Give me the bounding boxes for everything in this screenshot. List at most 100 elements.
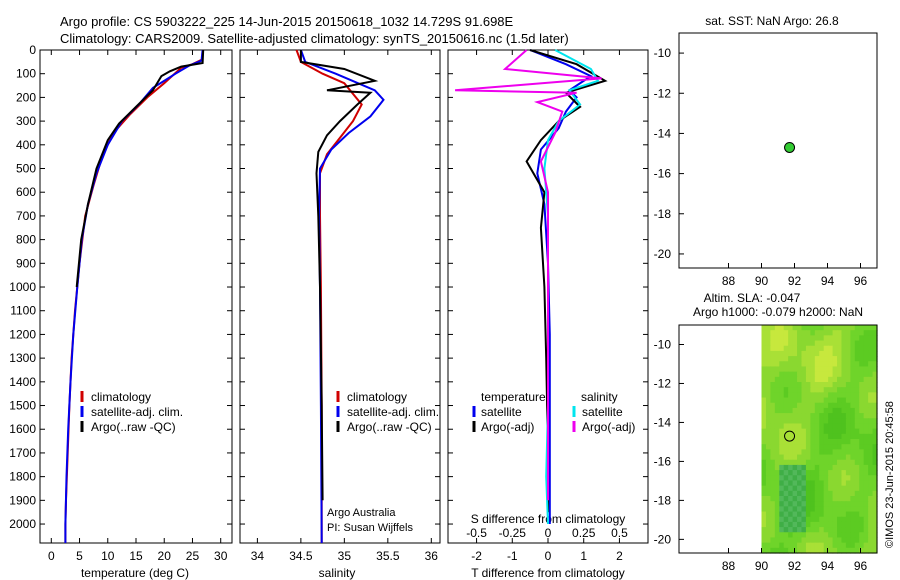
sla-heatmap-cell: [779, 433, 785, 440]
sla-heatmap-cell: [810, 397, 816, 404]
sla-heatmap-cell: [792, 387, 798, 393]
sla-heatmap-cell: [823, 325, 829, 331]
sla-heatmap-cell: [832, 454, 838, 461]
sla-heatmap-cell: [814, 470, 820, 476]
sla-heatmap-cell: [810, 330, 816, 336]
sla-heatmap-cell: [805, 433, 811, 440]
sla-heatmap-cell: [819, 350, 825, 357]
sla-heatmap-cell: [774, 407, 780, 414]
sla-heatmap-cell: [792, 402, 798, 409]
sla-heatmap-cell: [761, 418, 767, 425]
sla-heatmap-cell: [797, 371, 803, 378]
sla-heatmap-cell: [770, 361, 776, 368]
sla-heatmap-cell: [850, 376, 856, 383]
sla-heatmap-cell: [801, 506, 807, 513]
sal-legend-label: climatology: [347, 390, 407, 404]
sla-heatmap-cell: [850, 387, 856, 393]
sla-heatmap-cell: [850, 361, 856, 368]
sla-heatmap-cell: [868, 449, 874, 456]
sla-heatmap-cell: [801, 423, 807, 430]
title-line1: Argo profile: CS 5903222_225 14-Jun-2015…: [60, 14, 514, 29]
sla-heatmap-cell: [774, 376, 780, 383]
sla-heatmap-cell: [788, 454, 794, 461]
sla-heatmap-cell: [788, 366, 794, 373]
sla-heatmap-cell: [779, 387, 785, 393]
sla-heatmap-cell: [788, 423, 794, 430]
sst-ytick-label: -10: [654, 46, 672, 60]
sla-heatmap-cell: [810, 511, 816, 518]
sla-heatmap-cell: [761, 480, 767, 487]
sla-heatmap-cell: [779, 366, 785, 373]
sla-heatmap-cell: [761, 433, 767, 440]
sla-heatmap-cell: [859, 490, 865, 497]
sla-heatmap-cell: [850, 521, 856, 528]
sla-heatmap-cell: [868, 480, 874, 487]
sla-heatmap-cell: [814, 475, 820, 482]
sla-heatmap-cell: [872, 376, 878, 383]
sla-heatmap-cell: [761, 542, 767, 549]
sla-heatmap-cell: [792, 397, 798, 404]
sla-heatmap-cell: [761, 387, 767, 393]
sla-heatmap-cell: [841, 490, 847, 497]
sla-heatmap-cell: [845, 407, 851, 414]
sla-heatmap-cell: [850, 511, 856, 518]
sla-heatmap-cell: [872, 537, 878, 544]
sla-heatmap-cell: [832, 532, 838, 539]
sla-heatmap-cell: [783, 511, 789, 518]
diff-xtick-label-top: 0: [545, 526, 552, 540]
sla-heatmap-cell: [770, 496, 776, 502]
sla-heatmap-cell: [837, 387, 843, 393]
sla-heatmap-cell: [845, 475, 851, 482]
sla-heatmap-cell: [797, 428, 803, 435]
sla-heatmap-cell: [783, 433, 789, 440]
depth-tick-label: 0: [29, 43, 36, 57]
sla-heatmap-cell: [863, 506, 869, 513]
sla-heatmap-cell: [819, 392, 825, 399]
sla-heatmap-cell: [859, 433, 865, 440]
sla-heatmap-cell: [854, 480, 860, 487]
sla-heatmap-cell: [863, 392, 869, 399]
sla-heatmap-cell: [783, 345, 789, 352]
sla-heatmap-cell: [828, 527, 834, 533]
sla-heatmap-cell: [797, 454, 803, 461]
sla-heatmap-cell: [788, 470, 794, 476]
sla-heatmap-cell: [779, 423, 785, 430]
sla-ytick-label: -12: [654, 376, 672, 390]
sla-heatmap-cell: [779, 475, 785, 482]
sla-heatmap-cell: [819, 475, 825, 482]
sla-heatmap-cell: [761, 376, 767, 383]
sla-heatmap-cell: [797, 547, 803, 554]
sla-heatmap-cell: [814, 382, 820, 388]
sla-heatmap-cell: [792, 407, 798, 414]
sla-heatmap-cell: [805, 470, 811, 476]
sla-heatmap-cell: [819, 521, 825, 528]
sla-heatmap-cell: [845, 428, 851, 435]
diff-xtick-label-top: 0.25: [572, 526, 596, 540]
sla-heatmap-cell: [863, 516, 869, 523]
sla-heatmap-cell: [863, 397, 869, 404]
sla-heatmap-cell: [832, 366, 838, 373]
sla-heatmap-cell: [859, 449, 865, 456]
sla-heatmap-cell: [837, 485, 843, 492]
sla-heatmap-cell: [805, 402, 811, 409]
sla-heatmap-cell: [872, 470, 878, 476]
sla-heatmap-cell: [850, 454, 856, 461]
sla-heatmap-cell: [863, 496, 869, 502]
sla-heatmap-cell: [828, 397, 834, 404]
depth-tick-label: 500: [16, 162, 36, 176]
sla-heatmap-cell: [863, 335, 869, 342]
sla-heatmap-cell: [868, 392, 874, 399]
sla-heatmap-cell: [832, 345, 838, 352]
sla-heatmap-cell: [801, 547, 807, 554]
diff-legend-label: Argo(-adj): [481, 420, 534, 434]
sla-heatmap-cell: [770, 387, 776, 393]
sla-heatmap-cell: [819, 511, 825, 518]
sla-heatmap-cell: [814, 485, 820, 492]
sla-heatmap-cell: [854, 470, 860, 476]
depth-tick-label: 1600: [9, 422, 36, 436]
sla-heatmap-cell: [792, 506, 798, 513]
sla-heatmap-cell: [828, 485, 834, 492]
sla-heatmap-cell: [783, 480, 789, 487]
sla-heatmap-cell: [863, 376, 869, 383]
sst-xtick-label: 88: [722, 274, 736, 288]
